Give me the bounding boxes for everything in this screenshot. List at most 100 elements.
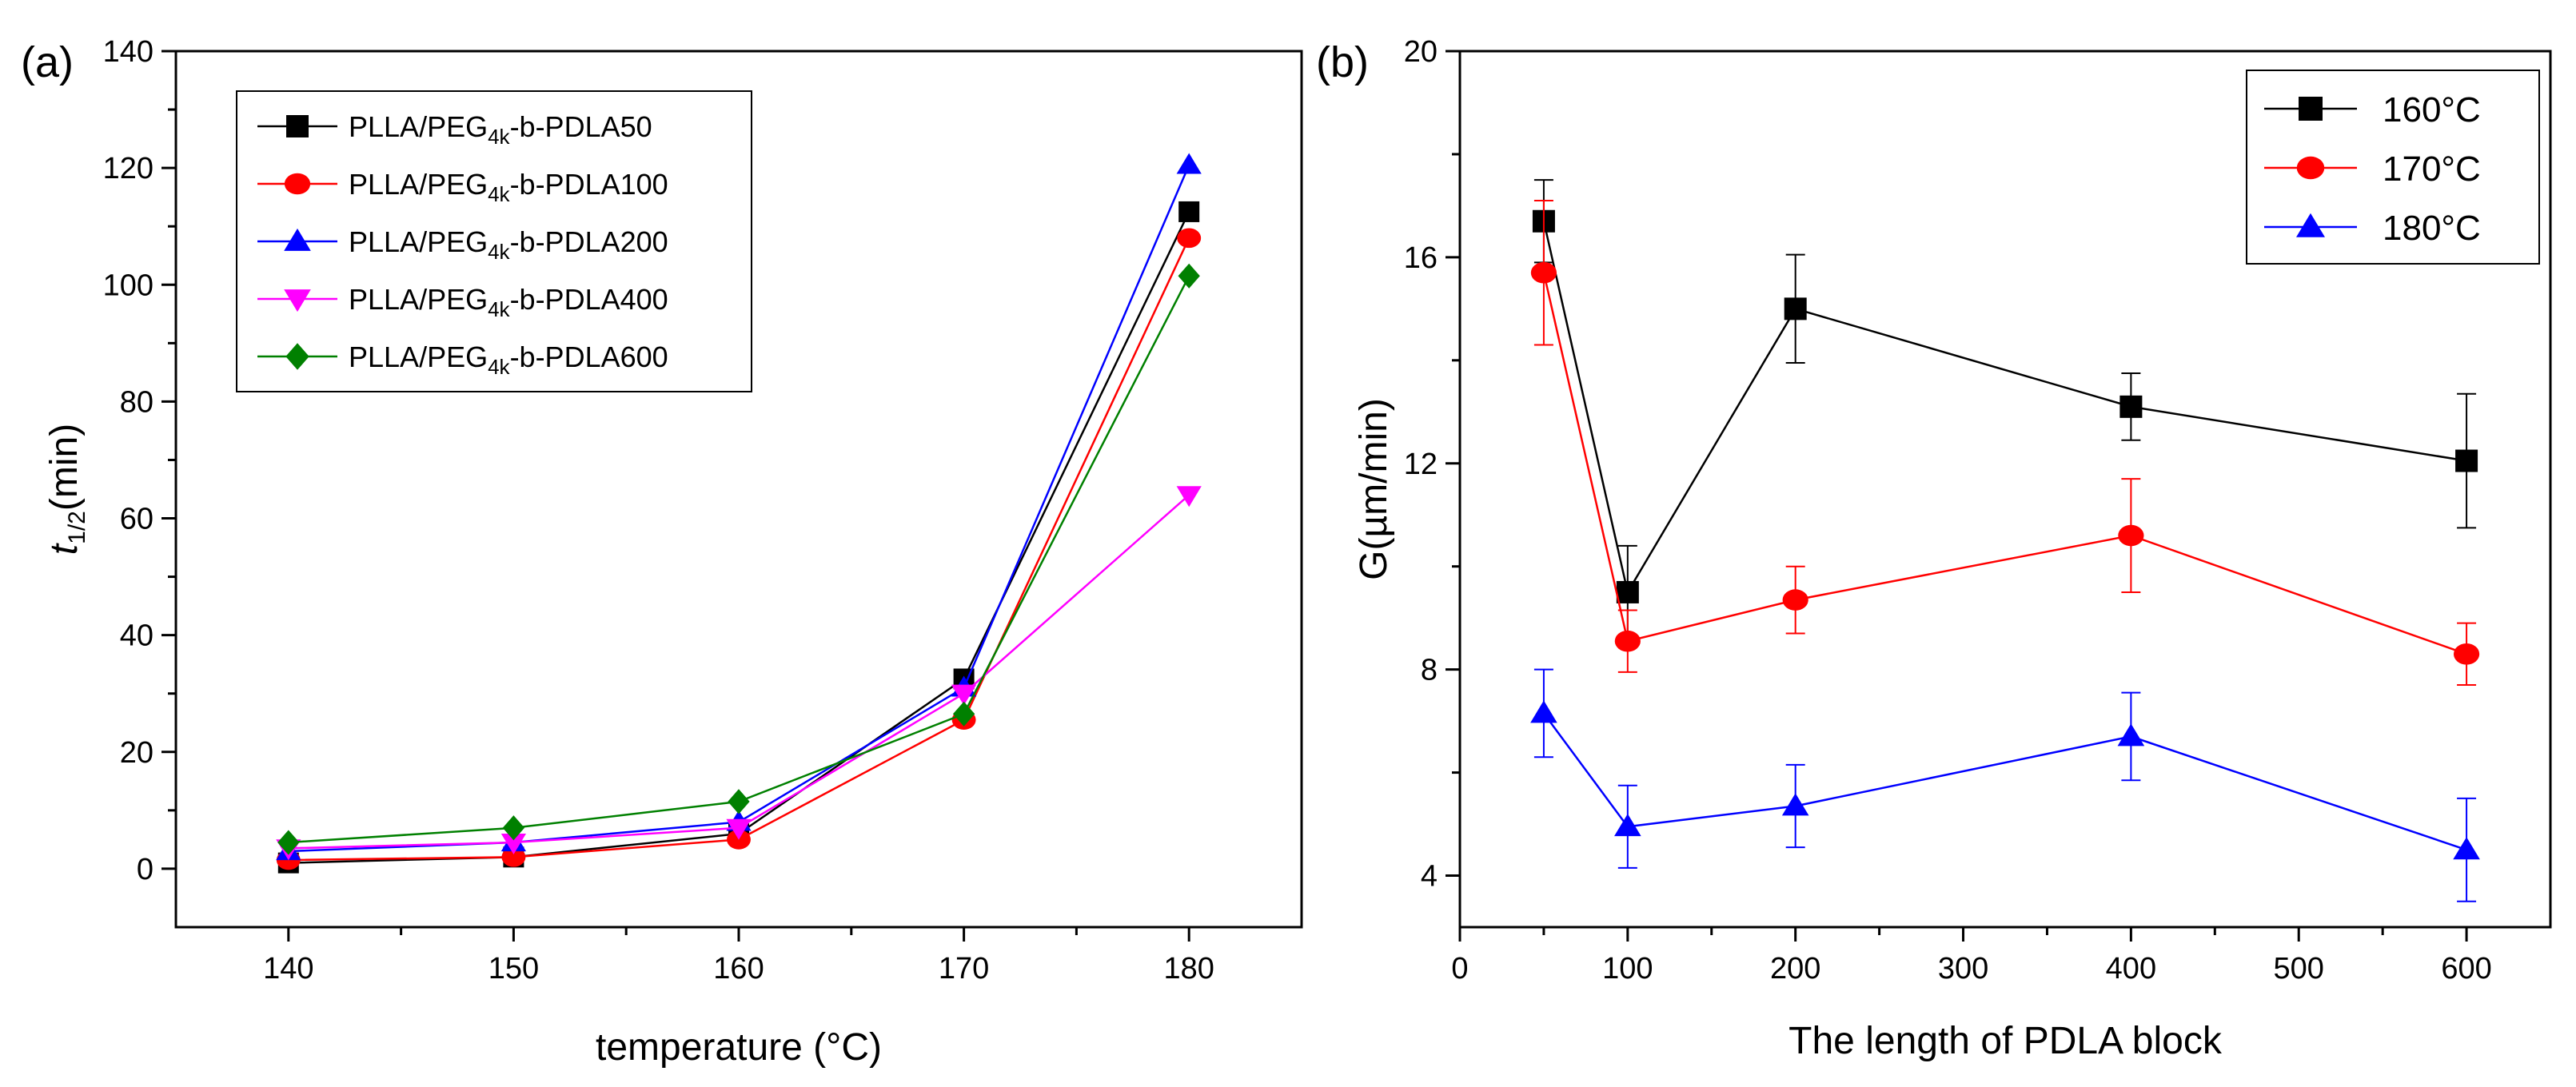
x-tick-label: 170 [939, 952, 989, 985]
y-tick-label: 120 [103, 152, 154, 185]
data-point [500, 834, 526, 855]
legend-label-prefix: PLLA/PEG [349, 340, 488, 373]
legend-label-suffix: -b-PDLA100 [510, 168, 668, 201]
data-point [277, 830, 300, 855]
y-tick-label: 100 [103, 269, 154, 302]
panel-label: (a) [21, 38, 74, 86]
x-tick-label: 500 [2274, 952, 2324, 985]
legend-label-subscript: 4k [488, 182, 510, 206]
x-tick-label: 140 [263, 952, 313, 985]
y-tick-label: 8 [1421, 654, 1438, 687]
data-point [951, 684, 977, 706]
legend-label-suffix: -b-PDLA600 [510, 340, 668, 373]
legend-label: 180°C [2383, 209, 2481, 248]
panel-b-line-chart: 0 100 200 300 400 500 600 4 8 12 16 20 (b) The length… [1316, 35, 2552, 1062]
legend-label: PLLA/PEG4k-b-PDLA100 [349, 168, 668, 206]
x-tick-label: 300 [1938, 952, 1988, 985]
data-point [1530, 700, 1557, 723]
data-point [952, 701, 975, 727]
data-point [1614, 814, 1641, 837]
legend-label: 170°C [2383, 149, 2481, 189]
y-tick-label: 4 [1421, 860, 1438, 894]
series-line [1542, 221, 2467, 595]
data-point [2455, 449, 2478, 472]
x-tick-label: 150 [488, 952, 539, 985]
legend-label-subscript: 4k [488, 240, 510, 264]
legend-label-subscript: 4k [488, 125, 510, 149]
legend-label-suffix: -b-PDLA400 [510, 283, 668, 316]
legend: PLLA/PEG4k-b-PDLA50PLLA/PEG4k-b-PDLA100P… [236, 90, 752, 392]
legend-marker [284, 173, 311, 195]
legend-label-suffix: -b-PDLA200 [510, 225, 668, 258]
series-line [1542, 272, 2467, 655]
legend-label: PLLA/PEG4k-b-PDLA50 [349, 110, 652, 149]
y-tick-label: 0 [137, 853, 154, 886]
legend-label-prefix: PLLA/PEG [349, 110, 488, 143]
legend-label-suffix: -b-PDLA50 [510, 110, 652, 143]
y-axis-title-subscript: 1/2 [64, 511, 90, 544]
legend-marker [2299, 97, 2323, 121]
legend-label: PLLA/PEG4k-b-PDLA200 [349, 225, 668, 264]
legend-marker [2296, 156, 2325, 180]
y-tick-label: 60 [120, 503, 154, 536]
data-point [2119, 395, 2143, 418]
data-point [1781, 793, 1809, 816]
y-tick-label: 20 [120, 736, 154, 770]
data-point [2117, 723, 2145, 747]
data-point [1176, 153, 1202, 174]
data-point [1178, 201, 1200, 222]
data-point [1782, 589, 1808, 611]
plot-frame [1458, 50, 2552, 929]
data-point [1784, 297, 1807, 321]
data-point [1178, 263, 1200, 289]
x-tick-label: 0 [1451, 952, 1468, 985]
data-point [726, 818, 752, 840]
legend-marker [2296, 213, 2325, 237]
legend-label: PLLA/PEG4k-b-PDLA400 [349, 283, 668, 321]
panel-label: (b) [1316, 38, 1369, 86]
series-line [1542, 712, 2467, 851]
legend: 160°C 170°C 180°C [2246, 70, 2540, 265]
y-tick-label: 12 [1404, 448, 1438, 481]
x-tick-label: 180 [1163, 952, 1214, 985]
legend-marker [284, 289, 311, 313]
data-point [2453, 837, 2480, 860]
x-axis-title: The length of PDLA block [1788, 1020, 2223, 1062]
legend-marker [285, 343, 309, 370]
legend-marker [284, 228, 311, 251]
legend-label-prefix: PLLA/PEG [349, 168, 488, 201]
y-tick-label: 40 [120, 619, 154, 653]
legend-label: PLLA/PEG4k-b-PDLA600 [349, 340, 668, 379]
legend-label-subscript: 4k [488, 355, 510, 379]
y-tick-label: 20 [1404, 35, 1438, 69]
x-tick-label: 600 [2441, 952, 2491, 985]
x-tick-label: 200 [1770, 952, 1820, 985]
x-tick-label: 100 [1602, 952, 1653, 985]
data-point [1616, 580, 1639, 603]
legend-label-subscript: 4k [488, 297, 510, 321]
y-axis-title-unit: (min) [43, 424, 86, 511]
y-tick-label: 80 [120, 385, 154, 419]
series-1 [1530, 199, 2480, 686]
series-4 [277, 263, 1200, 855]
data-point [501, 846, 526, 867]
x-tick-label: 160 [713, 952, 764, 985]
data-point [728, 789, 750, 814]
legend-label-prefix: PLLA/PEG [349, 283, 488, 316]
series-2 [1530, 668, 2480, 902]
y-axis-title: t1/2(min) [43, 424, 90, 555]
data-point [502, 815, 525, 841]
data-point [1177, 228, 1202, 249]
data-point [2453, 643, 2480, 665]
data-point [1614, 630, 1641, 652]
y-tick-label: 140 [103, 35, 154, 69]
x-tick-label: 400 [2106, 952, 2156, 985]
data-point [2118, 524, 2144, 547]
panel-a-line-chart: 140 150 160 170 180 0 20 40 60 80 100 120 140 (a) temp… [21, 35, 1303, 1069]
legend-label: 160°C [2383, 90, 2481, 129]
x-axis-title: temperature (°C) [596, 1026, 882, 1069]
data-point [1176, 486, 1202, 508]
y-axis-title: G(µm/min) [1353, 398, 1395, 580]
y-tick-label: 16 [1404, 241, 1438, 275]
